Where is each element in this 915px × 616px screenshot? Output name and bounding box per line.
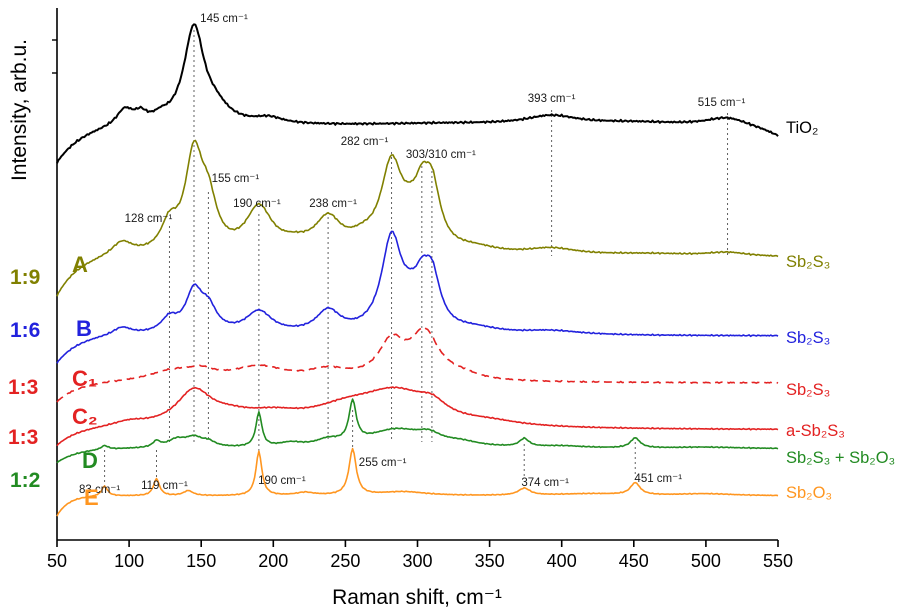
x-tick-label: 450: [619, 551, 649, 571]
plot-area: 50 100 150 200 250 300 350 400 450 500 550 145 cm⁻¹…: [8, 8, 895, 571]
peak-label-4: 303/310 cm⁻¹: [406, 149, 476, 161]
curve-letter-D: D: [82, 448, 98, 473]
peak-label-14: 451 cm⁻¹: [634, 473, 682, 485]
ratio-label-D: 1:2: [10, 469, 40, 492]
ratio-label-C1: 1:3: [8, 376, 38, 399]
peak-label-2: 515 cm⁻¹: [698, 97, 746, 109]
curve-letter-B: B: [76, 316, 92, 341]
ratio-label-A: 1:9: [10, 266, 40, 289]
x-axis-label: Raman shift, cm⁻¹: [332, 586, 502, 609]
peak-label-6: 190 cm⁻¹: [233, 198, 281, 210]
series-label-D: Sb₂S₃ + Sb₂O₃: [786, 449, 895, 467]
peak-label-3: 282 cm⁻¹: [341, 136, 389, 148]
series-label-C1: Sb₂S₃: [786, 381, 830, 399]
curve-letter-A: A: [72, 252, 88, 277]
peak-label-1: 393 cm⁻¹: [528, 93, 576, 105]
y-axis-label: Intensity, arb.u.: [8, 39, 31, 181]
x-tick-label: 100: [114, 551, 144, 571]
x-tick-label: 550: [763, 551, 793, 571]
spectrum-curve-B: [56, 230, 779, 364]
peak-label-0: 145 cm⁻¹: [200, 13, 248, 25]
x-tick-label: 300: [402, 551, 432, 571]
series-label-TiO2: TiO₂: [786, 119, 818, 137]
ratio-label-C2: 1:3: [8, 426, 38, 449]
x-tick-label: 350: [475, 551, 505, 571]
ratio-label-B: 1:6: [10, 319, 40, 342]
series-label-A: Sb₂S₃: [786, 253, 830, 271]
spectrum-curve-C2: [56, 386, 779, 447]
series-label-B: Sb₂S₃: [786, 329, 830, 347]
curve-letter-C1: C₁: [72, 366, 97, 391]
series-label-E: Sb₂O₃: [786, 484, 832, 502]
x-tick-label: 150: [186, 551, 216, 571]
spectrum-curve-TiO2: [56, 23, 779, 164]
x-tick-label: 200: [258, 551, 288, 571]
peak-label-11: 190 cm⁻¹: [258, 475, 306, 487]
x-tick-label: 500: [691, 551, 721, 571]
x-tick-label: 400: [547, 551, 577, 571]
spectrum-curve-D: [56, 398, 779, 464]
x-tick-label: 250: [330, 551, 360, 571]
peak-label-9: 83 cm⁻¹: [79, 484, 120, 496]
peak-label-7: 238 cm⁻¹: [309, 198, 357, 210]
curve-letter-C2: C₂: [72, 404, 98, 429]
x-tick-label: 50: [47, 551, 67, 571]
peak-label-12: 255 cm⁻¹: [359, 457, 407, 469]
peak-label-8: 128 cm⁻¹: [125, 213, 173, 225]
peak-label-10: 119 cm⁻¹: [141, 480, 188, 492]
spectrum-curve-C1: [56, 326, 779, 403]
peak-label-5: 155 cm⁻¹: [212, 173, 260, 185]
curve-letter-E: E: [84, 485, 99, 510]
spectrum-curve-E: [56, 447, 779, 517]
spectrum-curve-A: [56, 139, 779, 297]
series-label-C2: a-Sb₂S₃: [786, 422, 845, 440]
peak-label-13: 374 cm⁻¹: [521, 477, 569, 489]
